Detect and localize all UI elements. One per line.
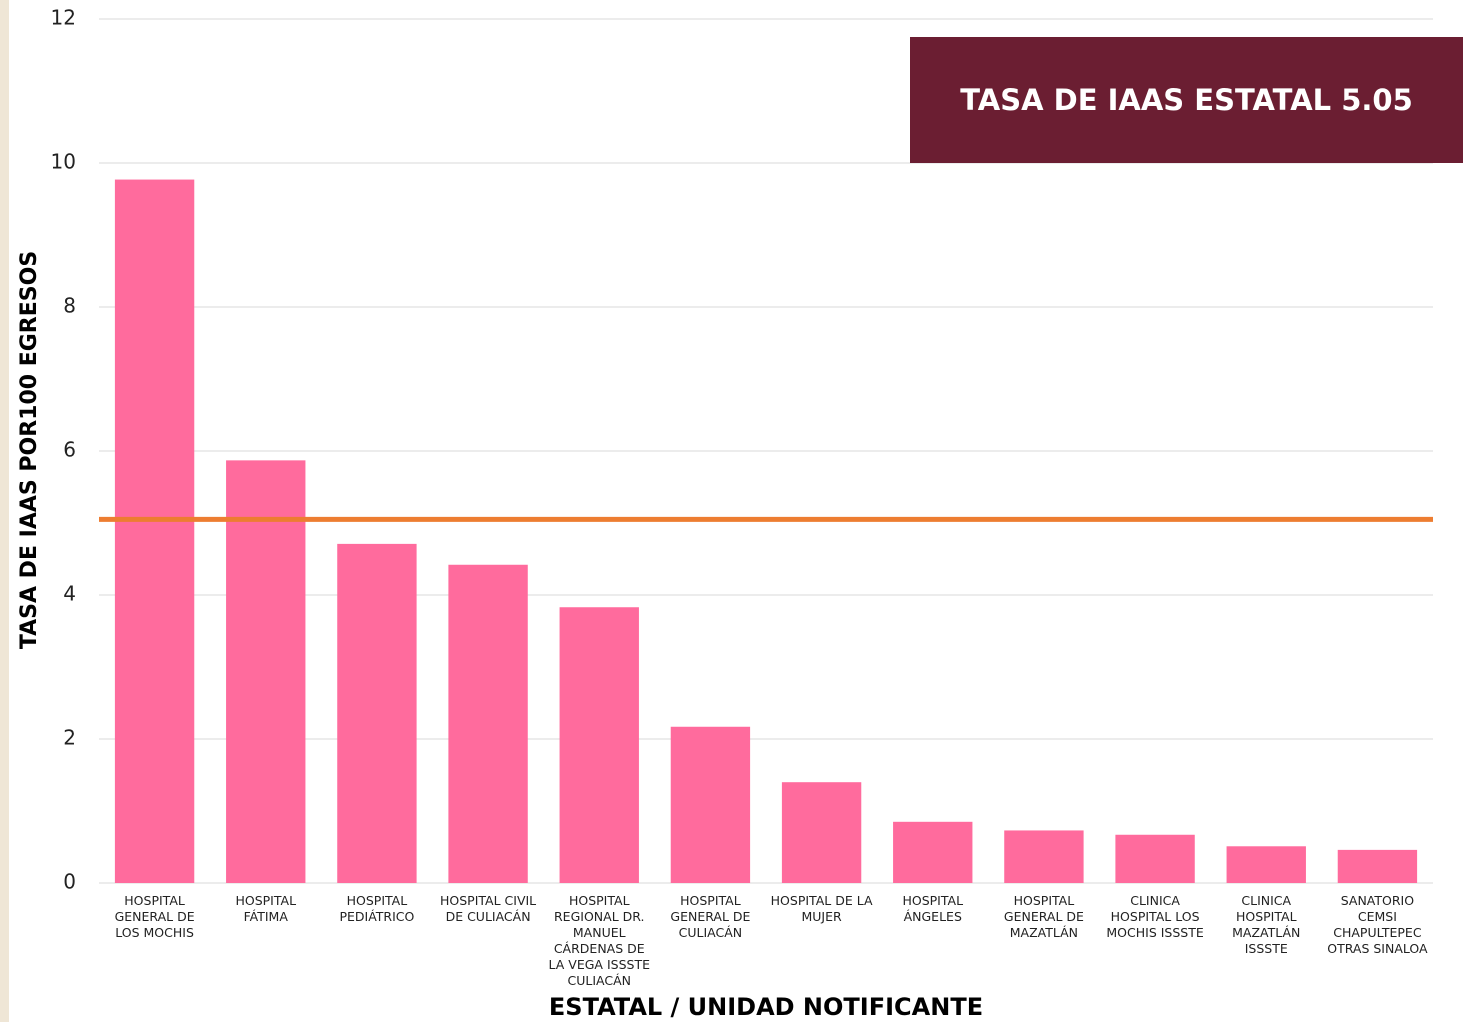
bar: [1004, 830, 1084, 883]
bar: [1337, 849, 1418, 883]
x-tick-label: CLINICA HOSPITAL MAZATLÁN ISSSTE: [1232, 893, 1301, 956]
x-tick-label: HOSPITAL FÁTIMA: [235, 893, 297, 924]
y-tick-label: 6: [63, 438, 76, 462]
x-tick-label: HOSPITAL PEDIÁTRICO: [339, 893, 415, 924]
x-tick-label: CLINICA HOSPITAL LOS MOCHIS ISSSTE: [1106, 893, 1204, 940]
bar: [670, 726, 751, 883]
bar: [337, 543, 417, 883]
x-axis-title: ESTATAL / UNIDAD NOTIFICANTE: [549, 993, 983, 1021]
x-tick-label: HOSPITAL REGIONAL DR. MANUEL CÁRDENAS DE…: [548, 893, 650, 988]
y-tick-label: 2: [63, 726, 76, 750]
bar: [448, 564, 528, 883]
annotation-box: TASA DE IAAS ESTATAL 5.05: [910, 37, 1463, 163]
x-tick-label: HOSPITAL GENERAL DE MAZATLÁN: [1003, 893, 1084, 940]
y-tick-label: 0: [63, 870, 76, 894]
bar: [893, 821, 973, 883]
y-tick-label: 12: [51, 6, 76, 30]
side-strip: [0, 0, 9, 1022]
x-tick-label: HOSPITAL GENERAL DE LOS MOCHIS: [114, 893, 195, 940]
x-tick-label: HOSPITAL GENERAL DE CULIACÁN: [670, 893, 751, 940]
y-tick-label: 10: [51, 150, 76, 174]
y-axis-title: TASA DE IAAS POR100 EGRESOS: [17, 251, 42, 649]
bar: [114, 179, 195, 883]
bar: [1226, 846, 1306, 883]
bar: [226, 460, 306, 883]
bar: [559, 607, 639, 883]
x-tick-label: SANATORIO CEMSI CHAPULTEPEC OTRAS SINALO…: [1327, 893, 1428, 956]
y-tick-label: 8: [63, 294, 76, 318]
x-tick-label: HOSPITAL CIVIL DE CULIACÁN: [439, 893, 537, 924]
y-tick-label: 4: [63, 582, 76, 606]
annotation: TASA DE IAAS ESTATAL 5.05: [960, 83, 1413, 117]
x-tick-label: HOSPITAL DE LA MUJER: [770, 893, 873, 924]
bar: [781, 782, 862, 883]
bar: [1115, 834, 1195, 883]
x-tick-label: HOSPITAL ÁNGELES: [902, 893, 964, 924]
